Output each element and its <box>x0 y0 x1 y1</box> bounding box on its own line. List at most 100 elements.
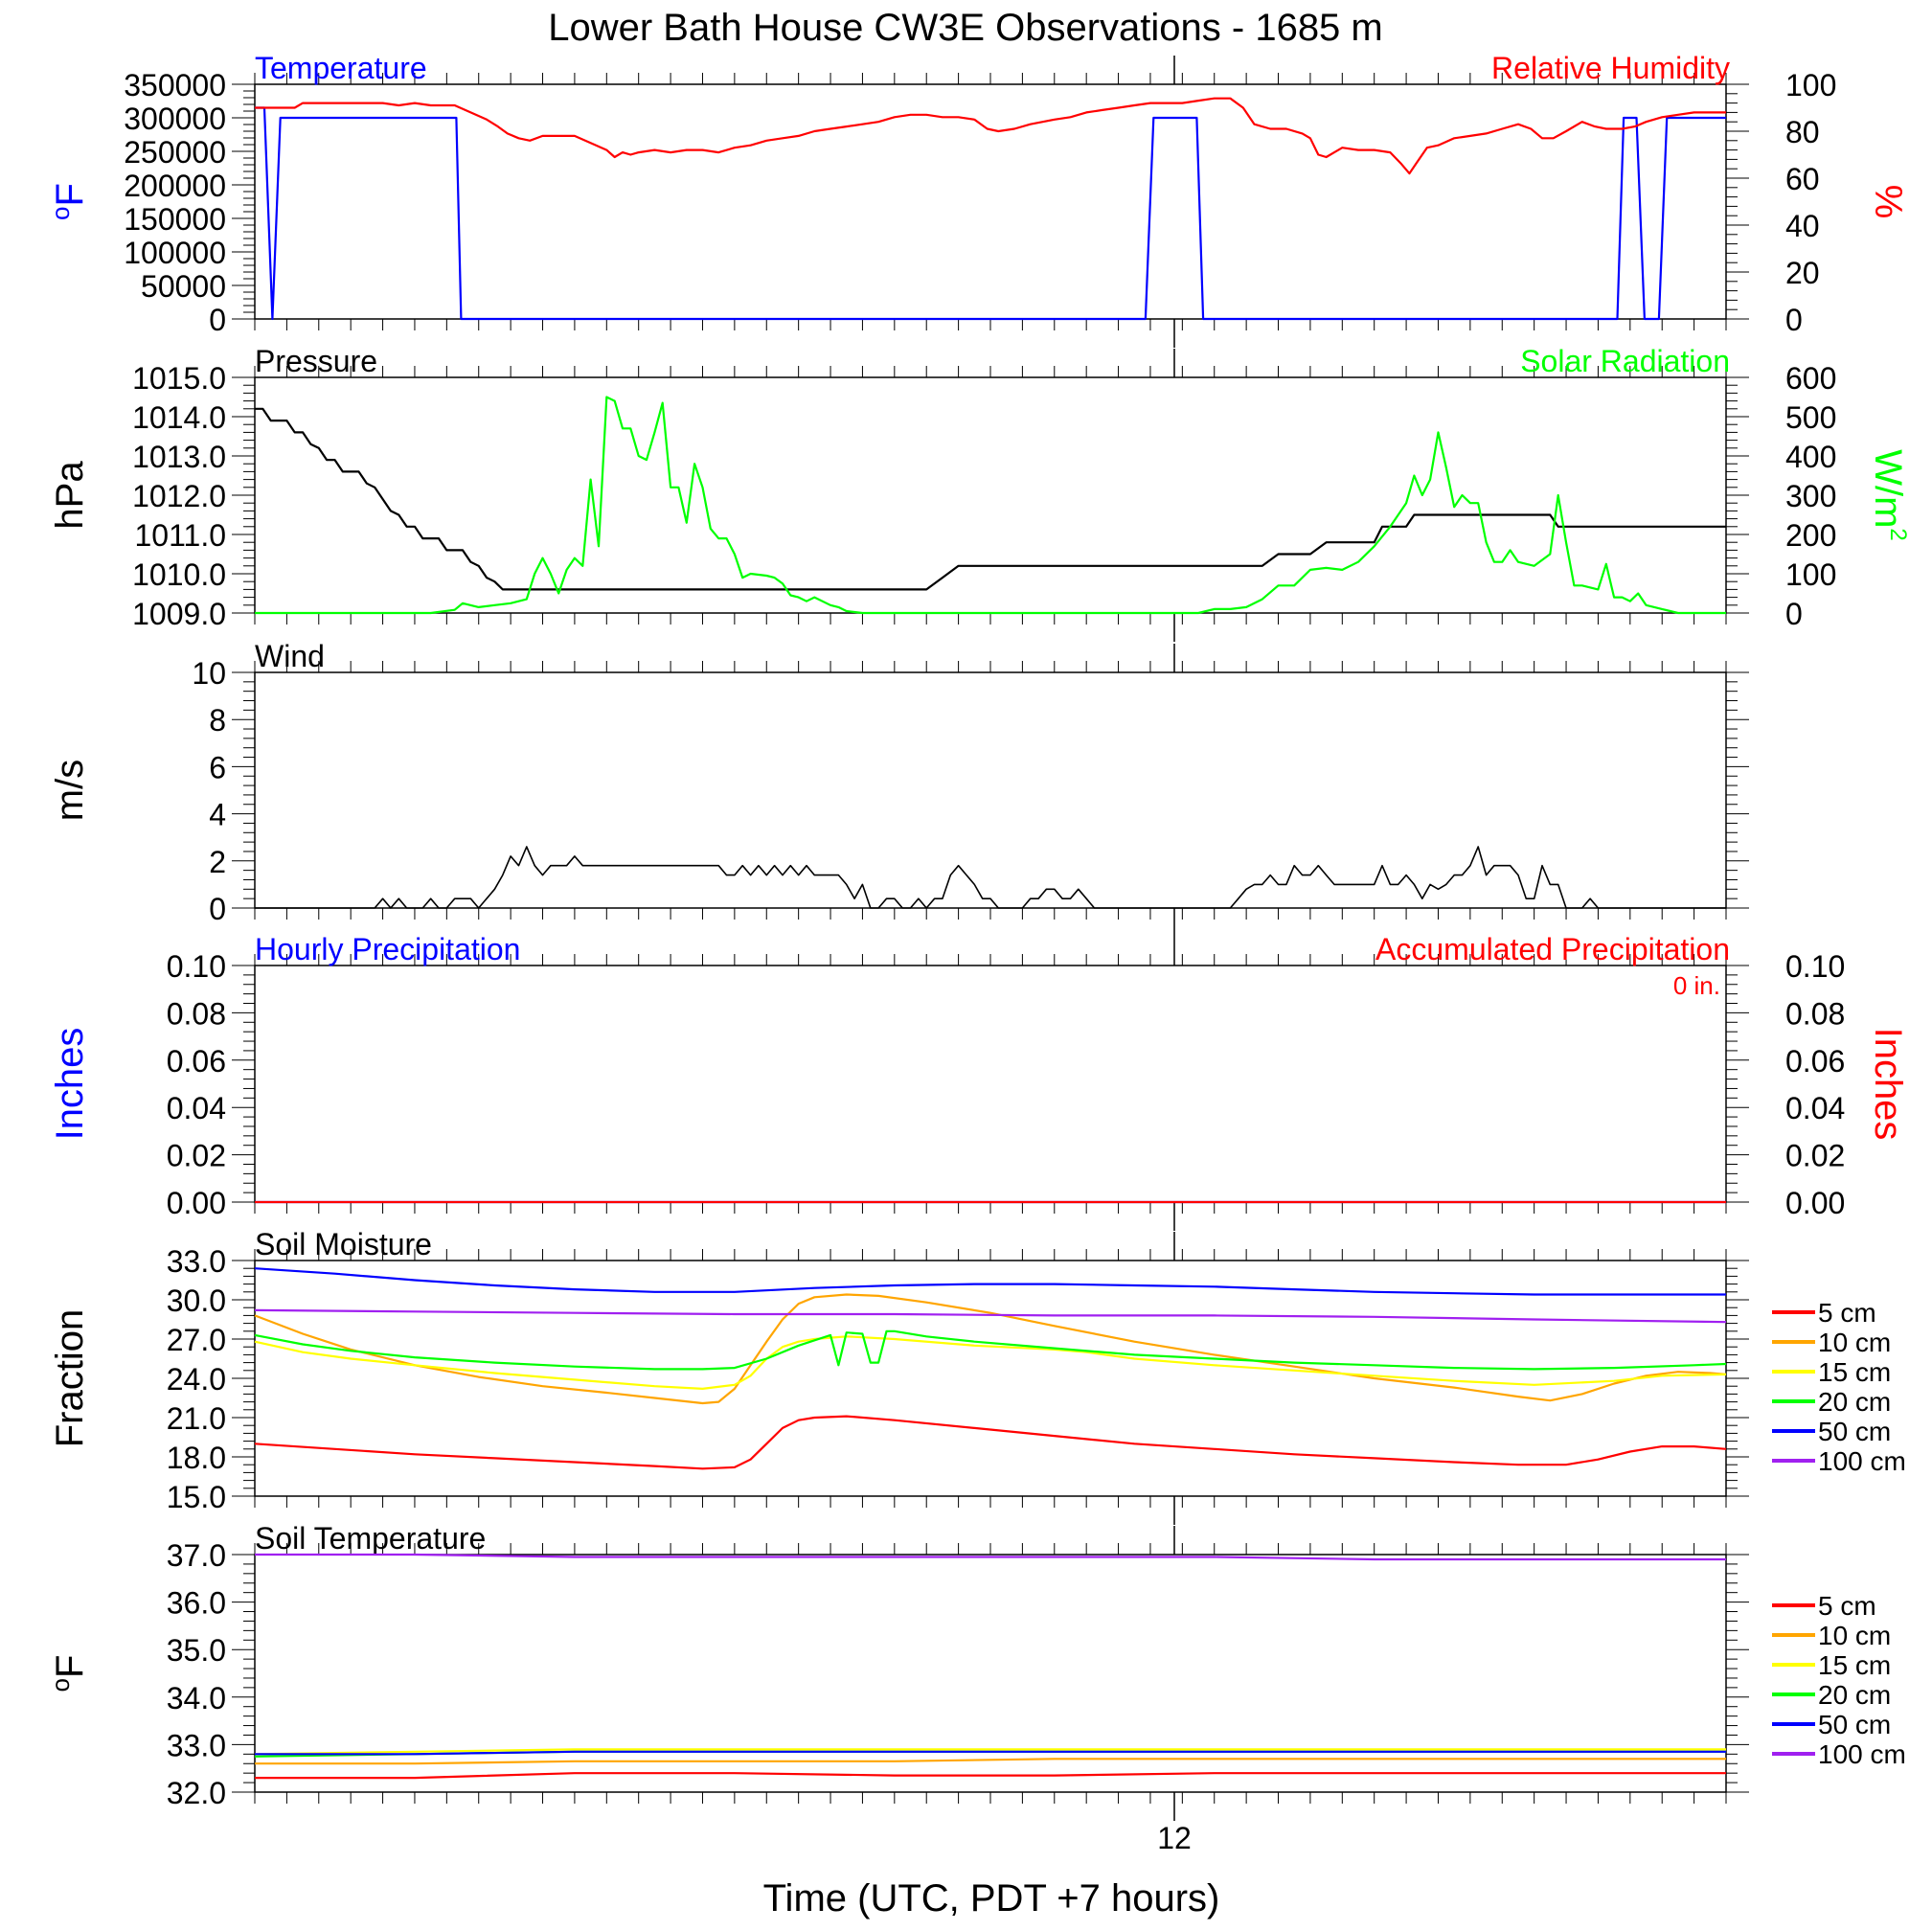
superscript-2: 2 <box>1885 528 1911 540</box>
y-left-tick-label: 1013.0 <box>132 440 226 474</box>
y-left-tick-label: 27.0 <box>167 1323 226 1357</box>
series-line-solar-radiation <box>255 396 1726 615</box>
y-left-tick-label: 15.0 <box>167 1480 226 1514</box>
y-right-tick-label: 100 <box>1785 557 1836 592</box>
series-line-10-cm <box>254 1293 1727 1405</box>
y-left-tick-label: 6 <box>209 750 226 784</box>
plot-frame <box>254 376 1727 614</box>
y-right-tick-label: 80 <box>1785 115 1820 149</box>
y-left-tick-label: 0.00 <box>167 1186 226 1220</box>
legend-label: 20 cm <box>1818 1387 1891 1417</box>
series-line-50-cm <box>254 1267 1726 1296</box>
y-left-tick-label: 0.02 <box>167 1139 226 1173</box>
y-left-tick-label: 35.0 <box>167 1633 226 1668</box>
panel-title-left: Wind <box>255 639 325 673</box>
panel-title-left: Soil Moisture <box>255 1227 432 1261</box>
y-left-axis-label: oF <box>46 183 91 220</box>
y-right-tick-label: 0.02 <box>1785 1139 1845 1173</box>
x-axis-label: Time (UTC, PDT +7 hours) <box>763 1877 1220 1920</box>
y-right-tick-label: 60 <box>1785 162 1820 196</box>
series-line-5-cm <box>255 1772 1726 1780</box>
y-right-axis-label: W/m2 <box>1867 449 1911 541</box>
y-left-tick-label: 36.0 <box>167 1586 226 1621</box>
series-line-100-cm <box>254 1308 1727 1324</box>
series-line-50-cm <box>255 1750 1726 1756</box>
legend-label: 5 cm <box>1818 1298 1876 1328</box>
legend-label: 10 cm <box>1818 1621 1891 1650</box>
panel-6: 32.0 33.0 34.0 35.0 36.0 37.0 Soil Temperature… <box>46 1521 1906 1821</box>
y-right-tick-label: 400 <box>1785 440 1836 474</box>
y-left-tick-label: 30.0 <box>167 1284 226 1318</box>
series-line-10-cm <box>255 1758 1726 1765</box>
unit-text: W/m <box>1867 449 1909 528</box>
plot-frame <box>254 1260 1727 1497</box>
degree-symbol: o <box>46 206 75 219</box>
y-left-tick-label: 34.0 <box>167 1681 226 1715</box>
y-left-tick-label: 0.06 <box>167 1044 226 1079</box>
y-left-tick-label: 0 <box>209 303 226 337</box>
degree-symbol: o <box>46 1678 75 1692</box>
y-left-axis-label: Inches <box>49 1028 91 1141</box>
series-line-temperature <box>255 106 1726 321</box>
legend-label: 100 cm <box>1818 1446 1906 1476</box>
y-left-tick-label: 10 <box>192 656 226 691</box>
panel-title-right: Accumulated Precipitation <box>1375 932 1730 966</box>
panel-title-right: Relative Humidity <box>1491 51 1730 85</box>
y-left-tick-label: 250000 <box>124 135 226 170</box>
panel-title-left: Soil Temperature <box>255 1521 486 1556</box>
y-left-tick-label: 8 <box>209 703 226 738</box>
panel-title-right: Solar Radiation <box>1520 344 1730 378</box>
y-left-tick-label: 1015.0 <box>132 361 226 396</box>
y-left-tick-label: 21.0 <box>167 1401 226 1436</box>
panel-title-left: Temperature <box>255 51 427 85</box>
y-left-tick-label: 0.08 <box>167 996 226 1031</box>
y-left-tick-label: 300000 <box>124 102 226 136</box>
series-line-pressure <box>255 407 1726 591</box>
y-right-tick-label: 0.08 <box>1785 996 1845 1031</box>
plot-frame <box>254 1554 1727 1793</box>
legend-label: 20 cm <box>1818 1680 1891 1710</box>
y-right-tick-label: 300 <box>1785 479 1836 513</box>
y-left-tick-label: 37.0 <box>167 1538 226 1573</box>
y-right-tick-label: 0.10 <box>1785 949 1845 984</box>
panel-title-left: Pressure <box>255 344 377 378</box>
y-left-tick-label: 100000 <box>124 236 226 270</box>
y-left-axis-label: Fraction <box>49 1309 91 1448</box>
y-left-tick-label: 200000 <box>124 169 226 203</box>
y-left-tick-label: 1012.0 <box>132 479 226 513</box>
y-left-tick-label: 50000 <box>141 269 226 304</box>
y-left-tick-label: 33.0 <box>167 1244 226 1279</box>
y-left-tick-label: 150000 <box>124 202 226 237</box>
y-left-tick-label: 0.10 <box>167 949 226 984</box>
y-right-axis-label: % <box>1867 185 1909 219</box>
y-left-tick-label: 1010.0 <box>132 557 226 592</box>
y-left-tick-label: 1014.0 <box>132 400 226 435</box>
y-right-tick-label: 100 <box>1785 68 1836 102</box>
y-left-tick-label: 0 <box>209 892 226 926</box>
y-left-axis-label: m/s <box>49 760 91 821</box>
legend-label: 15 cm <box>1818 1650 1891 1680</box>
series-line-15-cm <box>254 1335 1727 1391</box>
legend-label: 50 cm <box>1818 1710 1891 1739</box>
legend-label: 5 cm <box>1818 1591 1876 1621</box>
y-right-tick-label: 20 <box>1785 256 1820 290</box>
series-line-15-cm <box>254 1748 1726 1756</box>
y-left-tick-label: 2 <box>209 845 226 879</box>
y-left-tick-label: 350000 <box>124 68 226 102</box>
panel-1: 0500001000001500002000002500003000003500… <box>46 51 1909 348</box>
plot-frame <box>254 671 1727 909</box>
y-right-tick-label: 600 <box>1785 361 1836 396</box>
y-right-tick-label: 0.00 <box>1785 1186 1845 1220</box>
y-left-tick-label: 1011.0 <box>135 518 227 553</box>
y-right-axis-label: Inches <box>1867 1028 1909 1141</box>
y-right-tick-label: 40 <box>1785 209 1820 243</box>
series-line-5-cm <box>254 1415 1727 1470</box>
plot-frame <box>254 83 1727 320</box>
y-left-tick-label: 24.0 <box>167 1362 226 1397</box>
panel-5: 15.0 18.0 21.0 24.0 27.0 30.0 33.0 Soil Moistur… <box>49 1227 1906 1525</box>
y-right-tick-label: 0.04 <box>1785 1091 1845 1125</box>
x-tick-label: 12 <box>1157 1821 1192 1855</box>
legend-label: 100 cm <box>1818 1739 1906 1769</box>
